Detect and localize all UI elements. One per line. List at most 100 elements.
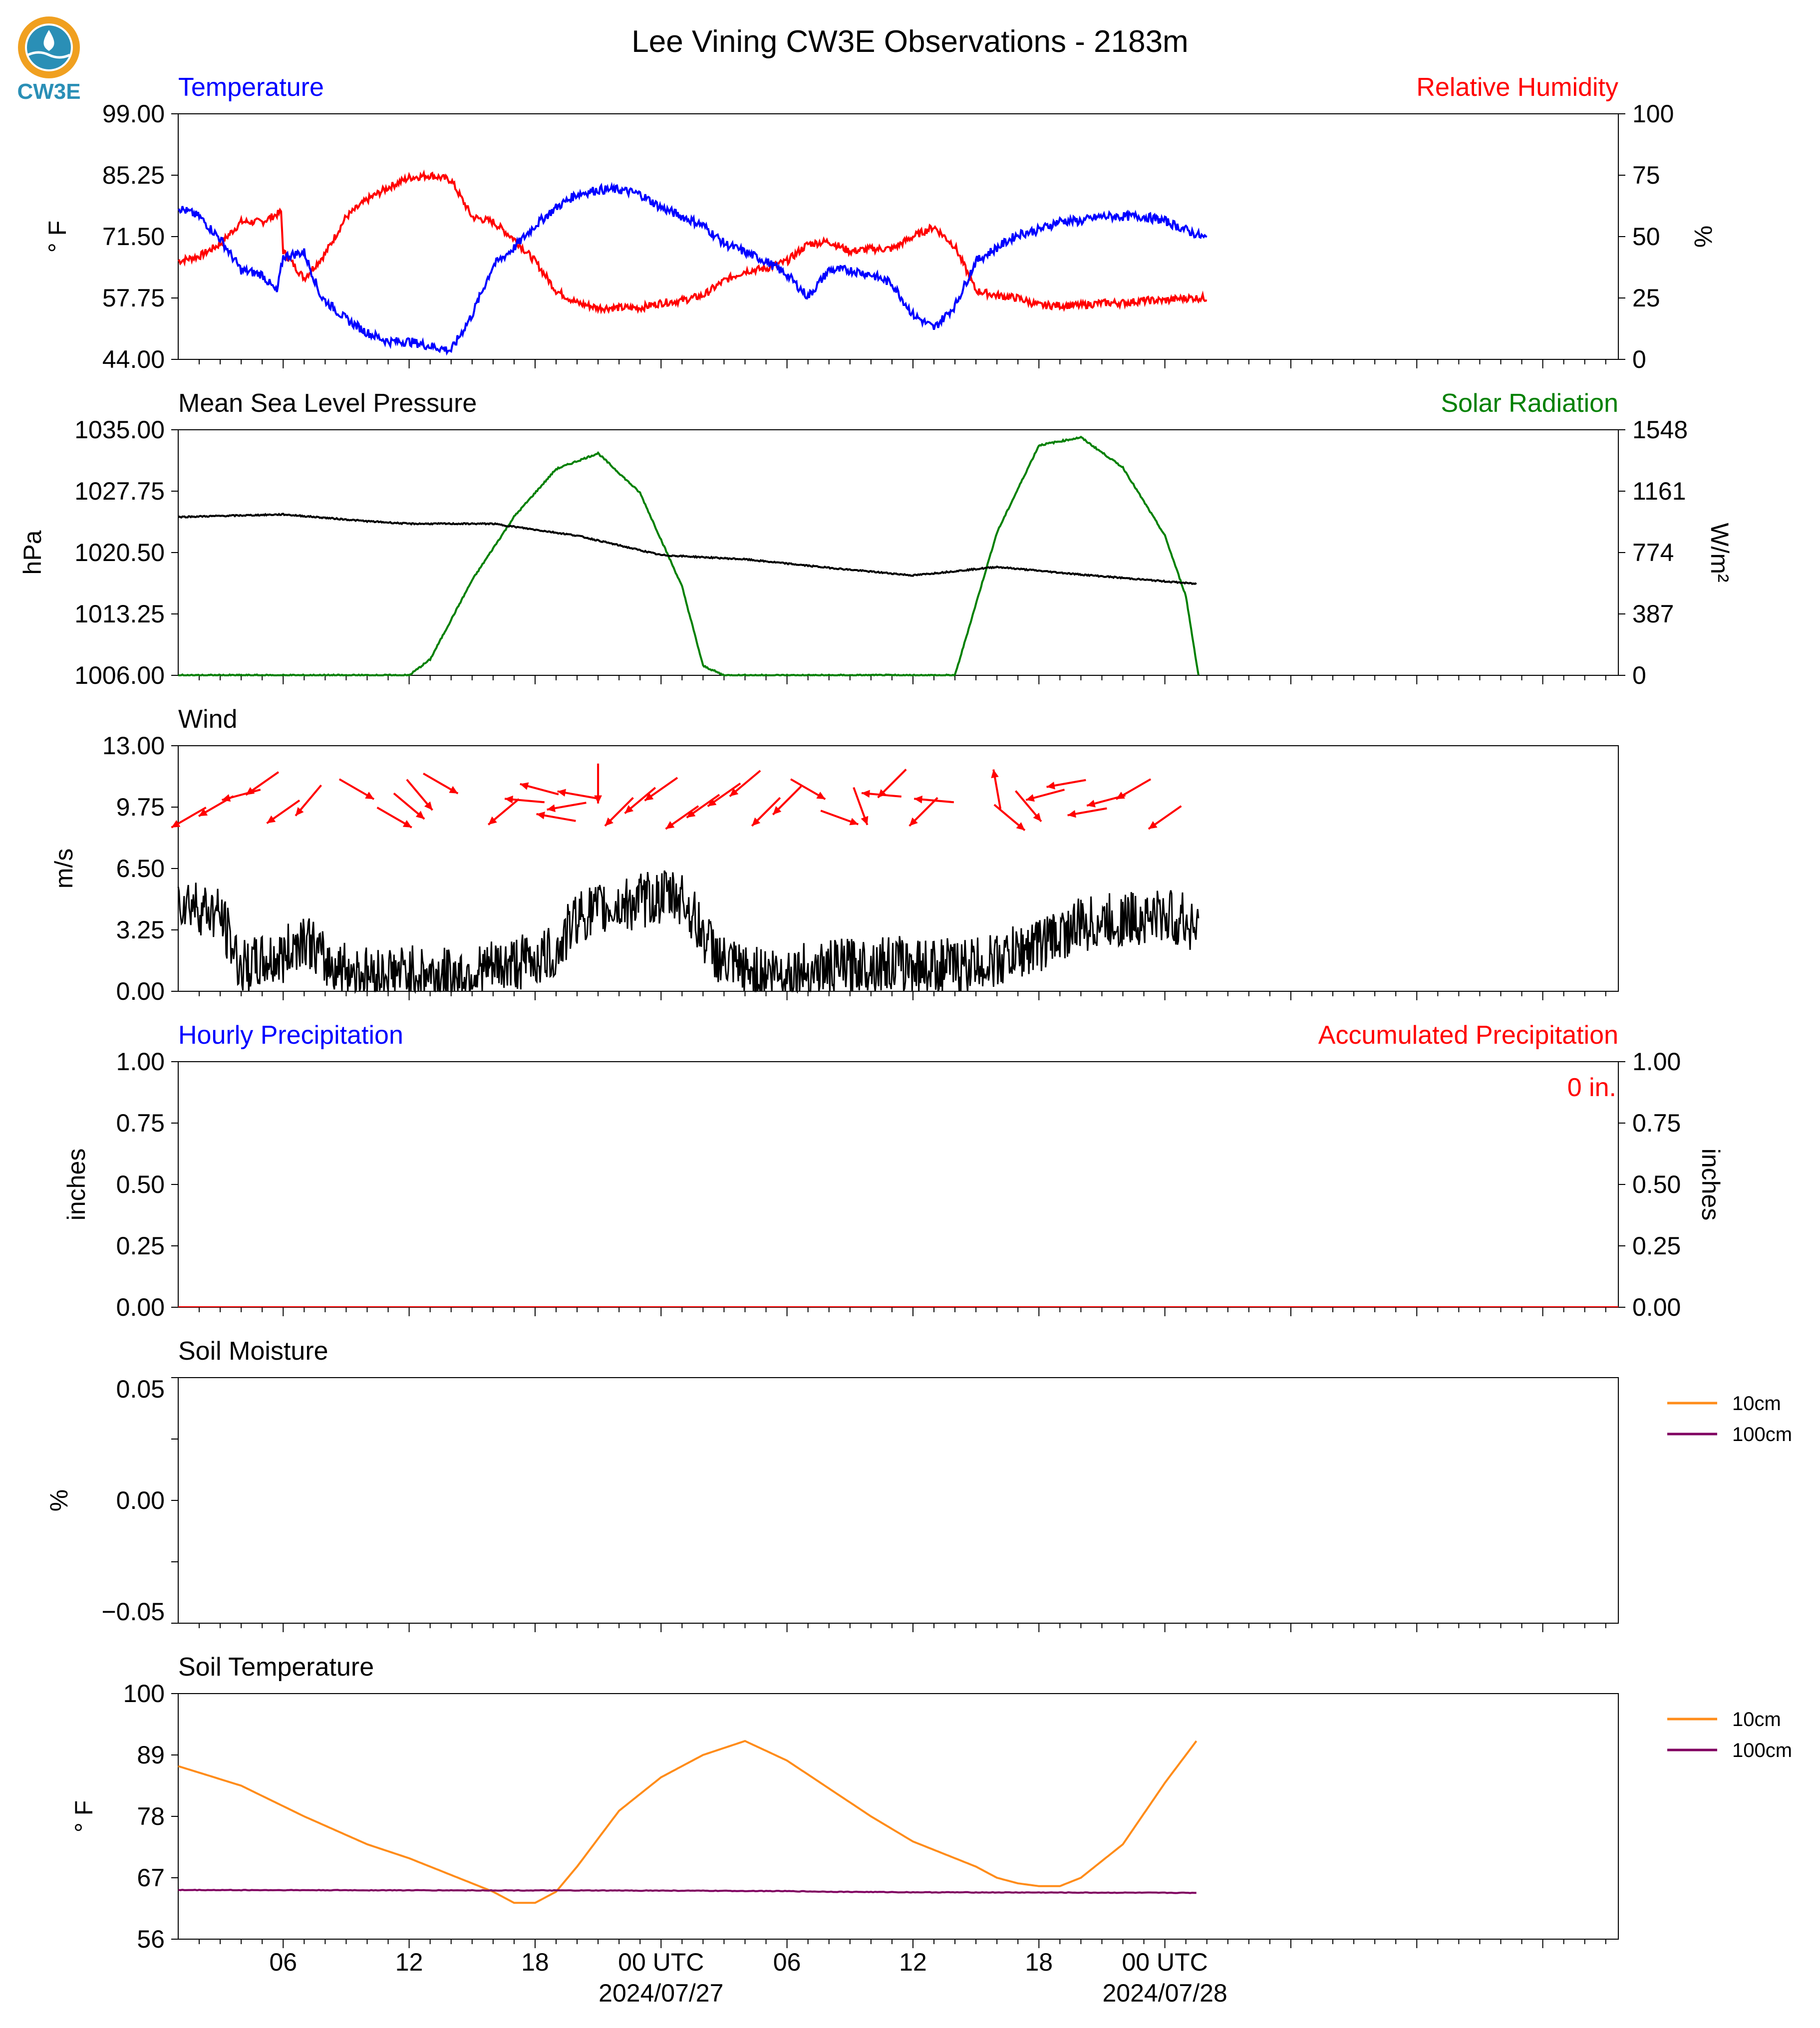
- wind-arrow: [222, 789, 261, 802]
- y-tick-label: 0.00: [1632, 1293, 1681, 1321]
- y-tick-label: 78: [137, 1802, 165, 1830]
- legend-label-100cm: 100cm: [1732, 1739, 1792, 1761]
- precip-tick-labels: 1.00 0.75 0.50 0.25 0.00: [116, 1048, 165, 1321]
- y-tick-label: 1161: [1632, 477, 1686, 505]
- wind-arrow: [295, 784, 322, 817]
- wind-arrow: [644, 777, 678, 802]
- y-tick-label: 0: [1632, 661, 1646, 689]
- y-tick-label: 75: [1632, 161, 1660, 189]
- series-lines: [177, 169, 1618, 1904]
- x-date-label: 2024/07/28: [1102, 1979, 1227, 2007]
- wind-arrow: [266, 799, 301, 825]
- wind-arrow: [1025, 789, 1065, 802]
- y-tick-label: 0.75: [1632, 1109, 1681, 1137]
- wind-arrow: [665, 805, 699, 830]
- y-tick-label: 0.05: [116, 1375, 165, 1403]
- wind-arrow: [877, 768, 907, 799]
- wind-tick-labels: 13.00 9.75 6.50 3.25 0.00: [102, 732, 165, 1005]
- pressure-tick-labels: 1035.00 1027.75 1020.50 1013.25 1006.00: [74, 416, 165, 689]
- x-date-label: 2024/07/27: [599, 1979, 723, 2007]
- wind-arrow: [751, 797, 781, 827]
- x-tick-label: 12: [395, 1948, 423, 1976]
- y-tick-label: 1027.75: [74, 477, 165, 505]
- wind-arrow: [245, 771, 280, 796]
- panel-soil-moisture-frame: [178, 1377, 1619, 1624]
- hourly-precip-title: Hourly Precipitation: [178, 1021, 403, 1050]
- rh-unit-label: %: [1689, 226, 1717, 248]
- legend-label-100cm: 100cm: [1732, 1424, 1792, 1446]
- y-tick-label: 100: [123, 1680, 165, 1708]
- y-tick-label: 1013.25: [74, 600, 165, 628]
- y-tick-label: 3.25: [116, 916, 165, 944]
- x-axis-labels: 06 12 18 00 UTC 2024/07/27 06 12 18 00 UTC 2024/0…: [269, 1948, 1227, 2007]
- wind-arrow: [1046, 779, 1086, 790]
- legend-label-10cm: 10cm: [1732, 1709, 1781, 1731]
- wind-arrow: [624, 787, 656, 814]
- wind-arrow: [520, 782, 559, 796]
- y-tick-label: 99.00: [102, 100, 165, 128]
- wind-arrow: [376, 807, 412, 829]
- soil-temp-legend: 10cm 100cm: [1667, 1709, 1792, 1761]
- wind-arrow: [1148, 805, 1182, 830]
- y-tick-label: 13.00: [102, 732, 165, 760]
- accum-precip-unit-label: inches: [1697, 1149, 1725, 1221]
- soil-moisture-legend: 10cm 100cm: [1667, 1393, 1792, 1446]
- y-tick-label: 387: [1632, 600, 1674, 628]
- x-tick-label: 12: [899, 1948, 927, 1976]
- soil-temp-unit-label: ° F: [70, 1800, 98, 1832]
- y-tick-label: 0.00: [116, 1293, 165, 1321]
- x-tick-label: 00 UTC: [618, 1948, 704, 1976]
- logo-wave-icon: [27, 51, 71, 59]
- wind-unit-label: m/s: [50, 849, 78, 889]
- cw3e-logo: CW3E: [17, 16, 81, 104]
- precip-total-annotation: 0 in.: [1567, 1073, 1616, 1102]
- temperature-title: Temperature: [178, 73, 324, 102]
- solar-tick-labels: 1548 1161 774 387 0: [1632, 416, 1688, 689]
- y-tick-label: 56: [137, 1925, 165, 1953]
- y-tick-label: 1548: [1632, 416, 1688, 444]
- logo-drop-icon: [43, 30, 54, 51]
- wind-arrow: [991, 769, 1002, 809]
- legend-label-10cm: 10cm: [1732, 1393, 1781, 1415]
- precip-unit-label: inches: [62, 1149, 90, 1221]
- wind-arrow: [853, 787, 869, 826]
- temperature-line: [177, 182, 1208, 356]
- y-tick-label: 25: [1632, 284, 1660, 312]
- wind-arrow: [772, 786, 802, 816]
- panel-soil-temp-frame: [178, 1693, 1619, 1940]
- y-tick-label: 0.00: [116, 1486, 165, 1514]
- accum-precip-title: Accumulated Precipitation: [1318, 1021, 1618, 1050]
- y-tick-label: 6.50: [116, 855, 165, 882]
- x-tick-label: 06: [269, 1948, 297, 1976]
- y-tick-label: 44.00: [102, 345, 165, 373]
- pressure-line: [178, 513, 1197, 585]
- panel-precip-frame: [178, 1061, 1619, 1308]
- soil-temp-100cm-line: [178, 1889, 1197, 1894]
- pressure-unit-label: hPa: [18, 530, 46, 575]
- y-tick-label: 0.50: [116, 1170, 165, 1198]
- y-tick-label: 67: [137, 1864, 165, 1892]
- y-tick-label: 1035.00: [74, 416, 165, 444]
- y-tick-label: 0.25: [1632, 1232, 1681, 1260]
- panel-temp-rh-frame: [178, 113, 1619, 360]
- wind-arrow: [604, 797, 634, 827]
- soil-moisture-tick-labels: 0.05 0.00 −0.05: [101, 1375, 165, 1626]
- wind-arrow: [536, 811, 576, 822]
- y-tick-label: 0: [1632, 345, 1646, 373]
- x-tick-label: 06: [773, 1948, 801, 1976]
- y-tick-label: 774: [1632, 539, 1674, 567]
- wind-arrow: [487, 798, 520, 826]
- chart-title: Lee Vining CW3E Observations - 2183m: [631, 24, 1188, 59]
- wind-arrow: [547, 802, 587, 812]
- x-tick-label: 00 UTC: [1122, 1948, 1208, 1976]
- y-tick-label: 85.25: [102, 161, 165, 189]
- y-tick-label: 71.50: [102, 223, 165, 251]
- wind-arrow: [707, 782, 741, 807]
- wind-arrow: [1115, 778, 1152, 800]
- wind-arrow: [913, 795, 954, 804]
- y-tick-label: −0.05: [101, 1598, 165, 1626]
- wind-arrow: [729, 770, 761, 797]
- x-axis-ticks: [171, 113, 1625, 1948]
- wind-arrow: [909, 797, 938, 827]
